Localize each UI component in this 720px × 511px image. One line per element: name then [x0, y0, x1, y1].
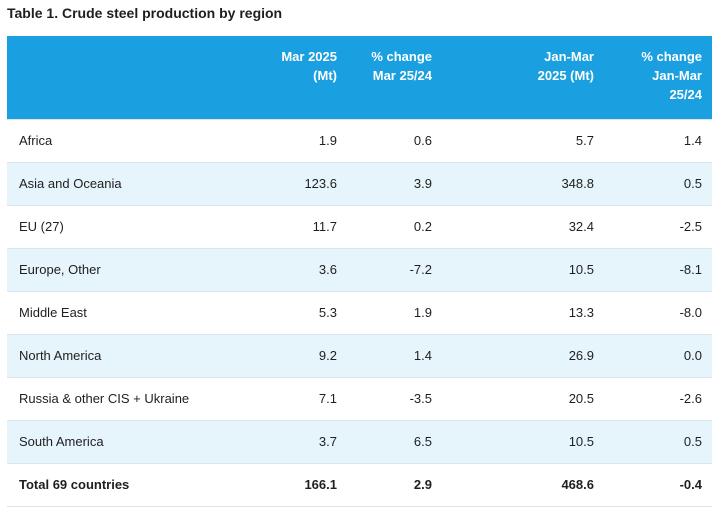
- header-pct-mar-line1: % change: [371, 49, 432, 64]
- cell-janmar: 13.3: [442, 290, 604, 334]
- table-title: Table 1. Crude steel production by regio…: [7, 5, 283, 21]
- cell-region: Asia and Oceania: [7, 161, 257, 205]
- cell-pct-mar: 0.2: [347, 204, 442, 248]
- cell-janmar: 20.5: [442, 376, 604, 420]
- cell-janmar: 348.8: [442, 161, 604, 205]
- cell-pct-janmar: -2.6: [604, 376, 712, 420]
- cell-region: South America: [7, 419, 257, 463]
- cell-pct-mar: 6.5: [347, 419, 442, 463]
- table-header-row: Mar 2025 (Mt) % change Mar 25/24 Jan-Mar…: [7, 36, 712, 119]
- table-row: South America 3.7 6.5 10.5 0.5: [7, 419, 712, 463]
- table-total-row: Total 69 countries 166.1 2.9 468.6 -0.4: [7, 462, 712, 506]
- cell-region: EU (27): [7, 204, 257, 248]
- header-janmar-line1: Jan-Mar: [544, 49, 594, 64]
- header-mar2025: Mar 2025 (Mt): [257, 36, 347, 119]
- cell-total-janmar: 468.6: [442, 462, 604, 506]
- table-row: Asia and Oceania 123.6 3.9 348.8 0.5: [7, 161, 712, 205]
- header-pct-janmar-line3: 25/24: [669, 87, 702, 102]
- cell-pct-mar: 3.9: [347, 161, 442, 205]
- cell-janmar: 10.5: [442, 419, 604, 463]
- table-row: North America 9.2 1.4 26.9 0.0: [7, 333, 712, 377]
- table-row: Africa 1.9 0.6 5.7 1.4: [7, 118, 712, 162]
- cell-janmar: 5.7: [442, 118, 604, 162]
- cell-total-mar2025: 166.1: [257, 462, 347, 506]
- header-pct-mar-line2: Mar 25/24: [372, 68, 432, 83]
- cell-pct-janmar: -2.5: [604, 204, 712, 248]
- cell-mar2025: 123.6: [257, 161, 347, 205]
- header-janmar: Jan-Mar 2025 (Mt): [442, 36, 604, 119]
- cell-mar2025: 3.7: [257, 419, 347, 463]
- cell-pct-mar: -7.2: [347, 247, 442, 291]
- header-pct-janmar-line1: % change: [641, 49, 702, 64]
- cell-region: Middle East: [7, 290, 257, 334]
- cell-pct-mar: 1.9: [347, 290, 442, 334]
- header-mar2025-line2: (Mt): [313, 68, 337, 83]
- cell-mar2025: 1.9: [257, 118, 347, 162]
- cell-pct-mar: 0.6: [347, 118, 442, 162]
- cell-pct-mar: -3.5: [347, 376, 442, 420]
- cell-janmar: 10.5: [442, 247, 604, 291]
- cell-total-pct-mar: 2.9: [347, 462, 442, 506]
- header-pct-mar: % change Mar 25/24: [347, 36, 442, 119]
- header-pct-janmar-line2: Jan-Mar: [652, 68, 702, 83]
- cell-mar2025: 3.6: [257, 247, 347, 291]
- cell-region: Russia & other CIS + Ukraine: [7, 376, 257, 420]
- steel-production-table: Mar 2025 (Mt) % change Mar 25/24 Jan-Mar…: [7, 36, 712, 507]
- cell-pct-janmar: -8.0: [604, 290, 712, 334]
- cell-pct-janmar: 1.4: [604, 118, 712, 162]
- cell-pct-janmar: 0.5: [604, 419, 712, 463]
- cell-mar2025: 5.3: [257, 290, 347, 334]
- table-row: EU (27) 11.7 0.2 32.4 -2.5: [7, 204, 712, 248]
- cell-region: North America: [7, 333, 257, 377]
- table-row: Middle East 5.3 1.9 13.3 -8.0: [7, 290, 712, 334]
- cell-pct-mar: 1.4: [347, 333, 442, 377]
- header-janmar-line2: 2025 (Mt): [537, 68, 594, 83]
- cell-janmar: 32.4: [442, 204, 604, 248]
- cell-mar2025: 9.2: [257, 333, 347, 377]
- cell-total-pct-janmar: -0.4: [604, 462, 712, 506]
- table-row: Europe, Other 3.6 -7.2 10.5 -8.1: [7, 247, 712, 291]
- cell-total-region: Total 69 countries: [7, 462, 257, 506]
- header-region: [7, 36, 257, 119]
- header-mar2025-line1: Mar 2025: [281, 49, 337, 64]
- cell-pct-janmar: 0.5: [604, 161, 712, 205]
- cell-region: Europe, Other: [7, 247, 257, 291]
- cell-region: Africa: [7, 118, 257, 162]
- table-row: Russia & other CIS + Ukraine 7.1 -3.5 20…: [7, 376, 712, 420]
- cell-janmar: 26.9: [442, 333, 604, 377]
- header-pct-janmar: % change Jan-Mar 25/24: [604, 36, 712, 119]
- cell-pct-janmar: 0.0: [604, 333, 712, 377]
- cell-mar2025: 11.7: [257, 204, 347, 248]
- cell-mar2025: 7.1: [257, 376, 347, 420]
- cell-pct-janmar: -8.1: [604, 247, 712, 291]
